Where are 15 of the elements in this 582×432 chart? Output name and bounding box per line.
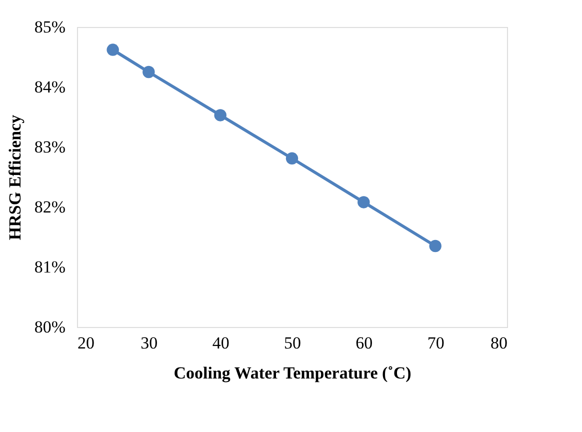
x-tick-label: 70 [427,334,444,352]
y-tick-label: 84% [34,78,66,96]
x-tick-label: 50 [284,334,301,352]
y-tick-label: 83% [34,138,66,156]
x-axis-title: Cooling Water Temperature (˚C) [174,364,412,382]
y-tick-label: 85% [34,18,66,36]
y-axis-title: HRSG Efficiency [5,114,24,240]
x-tick-label: 60 [356,334,373,352]
x-tick-label: 40 [212,334,230,352]
x-tick-label: 30 [140,334,158,352]
x-tick-label: 80 [490,334,508,352]
y-tick-label: 82% [34,198,66,216]
x-tick-label: 20 [78,334,94,352]
y-tick-label: 80% [34,318,66,336]
y-tick-label: 81% [34,258,66,276]
